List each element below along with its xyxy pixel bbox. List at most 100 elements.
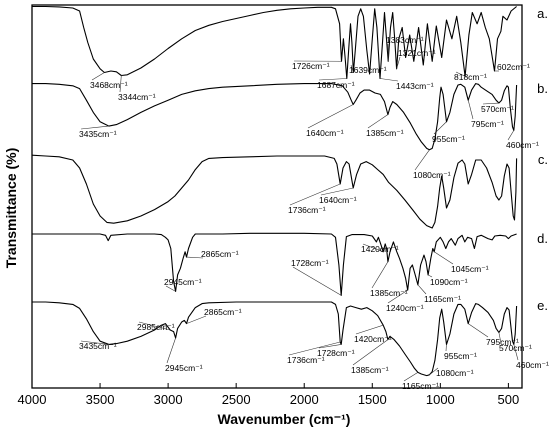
peak-leader [379, 78, 399, 82]
peak-leader [289, 183, 341, 206]
peak-label: 1736cm⁻¹ [288, 205, 326, 215]
peak-leader [138, 321, 171, 331]
peak-label: 1165cm⁻¹ [402, 381, 439, 391]
peak-label: 2865cm⁻¹ [201, 249, 239, 259]
peak-leader [396, 56, 401, 69]
peak-leader [482, 102, 499, 105]
peak-leader [433, 121, 447, 135]
panel-tag-b: b. [537, 81, 548, 96]
peak-label: 1321cm⁻¹ [398, 48, 436, 58]
peak-label: 795cm⁻¹ [486, 337, 519, 347]
peak-leader [355, 324, 384, 335]
peak-label: 602cm⁻¹ [497, 62, 530, 72]
peak-leader [307, 104, 354, 129]
peak-leader [166, 337, 176, 364]
x-tick-label: 500 [498, 392, 520, 407]
peak-label: 2945cm⁻¹ [165, 363, 203, 373]
peak-leader [498, 332, 502, 344]
peak-leader [429, 367, 439, 376]
peak-leader [507, 130, 515, 141]
peak-leader [91, 72, 105, 81]
peak-label: 2865cm⁻¹ [204, 307, 242, 317]
x-tick-label: 4000 [18, 392, 47, 407]
peak-leader [352, 339, 389, 366]
peak-label: 1240cm⁻¹ [386, 303, 424, 313]
peak-label: 1385cm⁻¹ [370, 288, 408, 298]
spectrum-line-b [32, 83, 518, 151]
peak-leader [362, 243, 384, 253]
peak-label: 2985cm⁻¹ [137, 322, 175, 332]
peak-leader [288, 341, 341, 356]
peak-leader [414, 149, 430, 171]
peak-leader [387, 289, 408, 304]
peak-label: 3468cm⁻¹ [90, 80, 128, 90]
peak-label: 3435cm⁻¹ [79, 341, 117, 351]
peak-label: 955cm⁻¹ [444, 351, 477, 361]
peak-leader [434, 251, 454, 265]
peak-label: 460cm⁻¹ [506, 140, 539, 150]
peak-label: 1385cm⁻¹ [351, 365, 389, 375]
peak-leader [186, 256, 204, 259]
peak-leader [119, 75, 122, 93]
panel-tag-e: e. [537, 298, 548, 313]
x-tick-label: 3000 [154, 392, 183, 407]
peak-leader [318, 78, 347, 81]
peak-leader [186, 315, 207, 324]
x-tick-label: 2000 [290, 392, 319, 407]
peak-label: 1383cm⁻¹ [386, 35, 424, 45]
peak-label: 1045cm⁻¹ [451, 264, 489, 274]
peak-label: 1736cm⁻¹ [287, 355, 325, 365]
peak-leader [417, 284, 427, 295]
x-axis-group: 4000 3500 3000 2500 2000 1500 1000 500 [18, 383, 520, 407]
peak-label: 1640cm⁻¹ [319, 195, 357, 205]
annotation-leader-group [80, 43, 519, 382]
peak-label: 1090cm⁻¹ [430, 277, 468, 287]
peak-label: 1385cm⁻¹ [366, 128, 404, 138]
peak-leader [165, 285, 176, 292]
peak-label: 1726cm⁻¹ [292, 61, 330, 71]
peak-label: 1443cm⁻¹ [396, 81, 434, 91]
annotation-label-group: 3468cm⁻¹ 3344cm⁻¹ 1726cm⁻¹ 1687cm⁻¹ 1639cm⁻¹… [79, 35, 549, 391]
peak-label: 1165cm⁻¹ [424, 294, 461, 304]
spectra-group [31, 5, 518, 377]
peak-label: 795cm⁻¹ [471, 119, 504, 129]
peak-label: 1687cm⁻¹ [317, 80, 355, 90]
x-tick-label: 3500 [86, 392, 115, 407]
peak-label: 570cm⁻¹ [481, 104, 514, 114]
spectrum-line-a [32, 5, 517, 80]
x-axis-title: Wavenumber (cm⁻¹) [218, 411, 351, 427]
peak-leader [80, 340, 109, 345]
peak-leader [292, 266, 342, 296]
peak-label: 570cm⁻¹ [499, 343, 532, 353]
peak-label: 1728cm⁻¹ [291, 258, 329, 268]
peak-leader [455, 71, 466, 77]
peak-leader [427, 274, 433, 278]
peak-leader [513, 344, 519, 361]
peak-label: 3435cm⁻¹ [79, 129, 117, 139]
panel-tag-d: d. [537, 231, 548, 246]
peak-label: 2945cm⁻¹ [164, 277, 202, 287]
peak-leader [371, 261, 389, 289]
panel-tag-group: a. b. c. d. e. [537, 6, 548, 313]
peak-label: 1639cm⁻¹ [349, 65, 387, 75]
x-tick-label: 1500 [358, 392, 387, 407]
peak-label: 1420cm⁻¹ [361, 244, 399, 254]
plot-frame [31, 4, 523, 389]
peak-label: 1640cm⁻¹ [306, 128, 344, 138]
peak-leader [318, 344, 342, 349]
spectrum-line-e [32, 301, 518, 377]
peak-leader [467, 100, 474, 120]
peak-leader [350, 64, 354, 73]
peak-leader [80, 125, 109, 130]
plot-border [31, 4, 523, 389]
peak-label: 955cm⁻¹ [432, 134, 465, 144]
x-tick-label: 2500 [222, 392, 251, 407]
panel-tag-c: c. [538, 152, 548, 167]
peak-label: 1420cm⁻¹ [354, 334, 392, 344]
peak-label: 1080cm⁻¹ [413, 170, 451, 180]
y-axis-title: Transmittance (%) [3, 148, 19, 269]
peak-leader [468, 323, 489, 338]
x-tick-label: 1000 [426, 392, 455, 407]
peak-label: 818cm⁻¹ [454, 72, 487, 82]
